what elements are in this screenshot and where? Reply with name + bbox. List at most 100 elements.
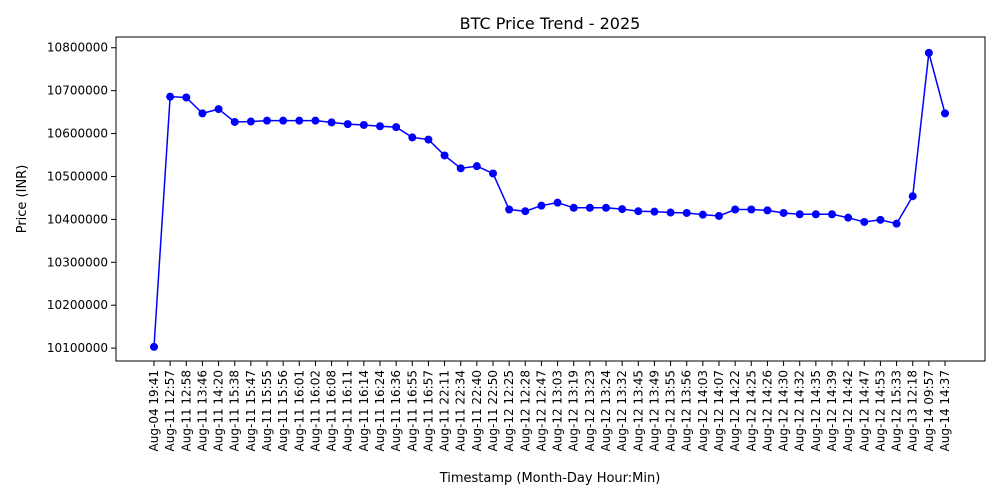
data-point	[779, 208, 788, 217]
x-tick-label: Aug-12 14:42	[841, 370, 855, 451]
x-tick-label: Aug-12 14:47	[857, 370, 871, 451]
x-tick-label: Aug-12 12:47	[534, 370, 548, 451]
data-point	[941, 109, 949, 118]
x-tick-label: Aug-11 22:34	[454, 370, 468, 451]
data-point	[230, 117, 239, 126]
y-tick-label: 10500000	[47, 169, 108, 183]
data-point	[634, 207, 643, 216]
data-point	[876, 215, 885, 224]
x-tick-label: Aug-04 19:41	[147, 370, 161, 451]
x-tick-label: Aug-12 12:25	[502, 370, 516, 451]
plot-frame	[115, 36, 986, 362]
data-point	[376, 122, 384, 131]
x-tick-label: Aug-11 16:57	[421, 370, 435, 451]
y-tick-label: 10400000	[47, 212, 108, 226]
x-tick-label: Aug-11 16:55	[405, 370, 419, 451]
data-point	[182, 93, 191, 102]
x-tick-label: Aug-11 15:47	[244, 370, 258, 451]
x-tick-label: Aug-12 13:56	[680, 370, 694, 451]
data-point	[214, 105, 223, 114]
x-tick-label: Aug-11 12:57	[163, 370, 177, 451]
y-tick-label: 10100000	[47, 341, 108, 355]
x-tick-label: Aug-12 14:07	[712, 370, 726, 451]
x-tick-label: Aug-12 14:53	[873, 370, 887, 451]
data-point	[715, 211, 723, 220]
x-tick-label: Aug-12 13:32	[615, 370, 629, 451]
x-tick-label: Aug-12 14:03	[696, 370, 710, 451]
x-tick-label: Aug-12 13:03	[551, 370, 565, 451]
x-tick-label: Aug-12 14:26	[760, 370, 774, 451]
data-point	[311, 116, 320, 125]
x-tick-label: Aug-12 15:33	[890, 370, 904, 451]
data-point	[521, 207, 530, 216]
data-point	[198, 109, 207, 118]
data-point	[860, 217, 869, 226]
data-point	[150, 342, 158, 351]
y-tick-label: 10200000	[47, 298, 108, 312]
x-tick-label: Aug-11 22:40	[470, 370, 484, 451]
x-tick-label: Aug-12 14:30	[777, 370, 791, 451]
x-tick-label: Aug-12 13:49	[647, 370, 661, 451]
x-tick-label: Aug-12 14:39	[825, 370, 839, 451]
data-point	[908, 192, 917, 201]
x-axis-label: Timestamp (Month-Day Hour:Min)	[439, 471, 661, 486]
data-point	[650, 207, 659, 216]
x-tick-label: Aug-11 14:20	[212, 370, 226, 451]
data-point	[327, 118, 336, 127]
x-tick-label: Aug-12 13:55	[664, 370, 678, 451]
x-tick-label: Aug-11 16:11	[341, 370, 355, 451]
data-point	[456, 164, 465, 173]
data-point	[505, 205, 514, 214]
x-tick-label: Aug-11 15:38	[228, 370, 242, 451]
x-tick-label: Aug-11 16:24	[373, 370, 387, 451]
data-point	[666, 208, 675, 217]
data-point	[892, 219, 901, 228]
x-tick-label: Aug-11 12:58	[179, 370, 193, 451]
x-tick-label: Aug-12 13:45	[631, 370, 645, 451]
data-point	[747, 205, 756, 214]
x-tick-label: Aug-12 14:35	[809, 370, 823, 451]
y-axis-label: Price (INR)	[15, 165, 30, 234]
data-point	[472, 162, 481, 171]
data-point	[343, 120, 352, 129]
data-point	[424, 135, 433, 144]
series-layer	[150, 48, 949, 351]
data-point	[440, 151, 449, 160]
data-point	[585, 203, 594, 212]
x-tick-label: Aug-12 14:25	[744, 370, 758, 451]
data-point	[246, 117, 255, 126]
data-point	[392, 123, 401, 132]
x-tick-label: Aug-11 22:50	[486, 370, 500, 451]
data-point	[166, 92, 175, 101]
data-point	[698, 210, 707, 219]
data-point	[553, 198, 562, 207]
x-tick-label: Aug-14 09:57	[922, 370, 936, 451]
data-point	[731, 205, 740, 214]
data-point	[682, 208, 691, 217]
x-tick-label: Aug-11 16:08	[325, 370, 339, 451]
data-point	[763, 206, 772, 215]
data-point	[263, 116, 271, 125]
x-tick-label: Aug-13 12:18	[906, 370, 920, 451]
x-tick-label: Aug-11 16:01	[292, 370, 306, 451]
x-tick-label: Aug-11 13:46	[195, 370, 209, 451]
y-tick-label: 10300000	[47, 255, 108, 269]
data-point	[408, 133, 417, 142]
y-tick-label: 10600000	[47, 127, 108, 141]
x-tick-label: Aug-12 14:22	[728, 370, 742, 451]
data-point	[811, 210, 820, 219]
x-tick-label: Aug-12 12:28	[518, 370, 532, 451]
data-point	[537, 201, 546, 210]
x-tick-label: Aug-14 14:37	[938, 370, 952, 451]
x-tick-label: Aug-11 16:36	[389, 370, 403, 451]
data-point	[569, 203, 578, 212]
data-point	[602, 203, 610, 212]
x-tick-label: Aug-11 15:56	[276, 370, 290, 451]
x-tick-label: Aug-11 15:55	[260, 370, 274, 451]
x-tick-label: Aug-12 14:32	[793, 370, 807, 451]
chart-title: BTC Price Trend - 2025	[460, 14, 641, 33]
data-point	[795, 210, 804, 219]
data-point	[359, 120, 368, 129]
data-point	[489, 169, 497, 178]
